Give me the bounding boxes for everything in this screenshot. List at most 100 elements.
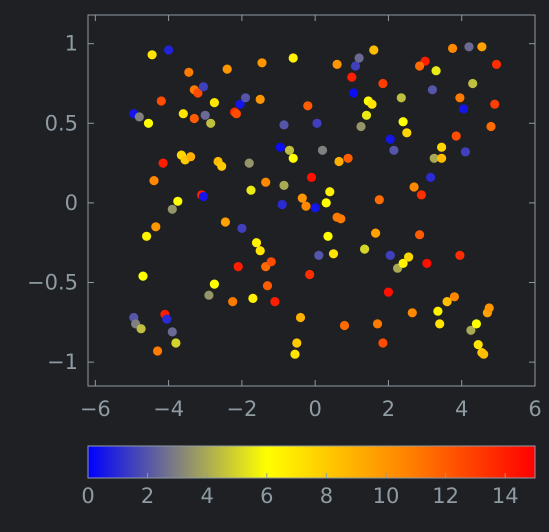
data-point (314, 250, 324, 260)
data-point (328, 249, 339, 259)
data-point (468, 78, 478, 89)
data-point (312, 118, 322, 128)
data-point (431, 66, 441, 76)
data-point (217, 161, 227, 171)
data-point (162, 314, 172, 324)
data-point (389, 145, 399, 155)
data-point (134, 112, 144, 122)
data-point (484, 303, 494, 313)
data-point (306, 172, 317, 182)
data-point (426, 172, 436, 182)
data-point (422, 258, 432, 268)
y-tick-label: −1 (47, 350, 78, 374)
data-point (209, 98, 219, 108)
data-point (284, 145, 295, 155)
data-point (448, 43, 458, 54)
data-point (279, 180, 289, 190)
data-point (231, 109, 241, 119)
colorbar-tick-label: 10 (373, 484, 400, 508)
data-point (200, 110, 210, 120)
data-point (303, 101, 313, 111)
data-point (437, 142, 447, 152)
data-point (164, 45, 174, 55)
data-point (398, 258, 408, 268)
data-point (409, 182, 419, 192)
data-point (279, 120, 289, 130)
data-point (490, 99, 500, 109)
x-tick-label: 6 (528, 397, 541, 421)
data-point (248, 293, 258, 303)
data-point (233, 262, 243, 272)
data-point (451, 131, 461, 141)
data-point (455, 250, 465, 260)
data-point (209, 279, 219, 289)
colorbar-gradient (87, 445, 536, 479)
data-point (266, 257, 276, 267)
data-point (237, 223, 247, 233)
data-point (206, 118, 216, 128)
data-point (385, 134, 395, 144)
data-point (349, 88, 359, 98)
data-points (129, 42, 502, 359)
data-point (147, 50, 157, 60)
x-tick-label: −6 (80, 397, 111, 421)
x-axis: −6 −4 −2 0 2 4 6 (80, 15, 542, 421)
data-point (398, 117, 408, 127)
data-point (277, 199, 287, 210)
data-point (437, 153, 447, 163)
data-point (143, 118, 154, 128)
data-point (255, 246, 265, 256)
colorbar-tick-label: 14 (492, 484, 519, 508)
data-point (491, 59, 502, 69)
data-point (479, 349, 489, 359)
data-point (261, 177, 271, 187)
data-point (149, 176, 159, 186)
colorbar-tick-label: 4 (201, 484, 214, 508)
data-point (151, 222, 161, 232)
data-point (262, 281, 273, 291)
y-tick-label: 0 (65, 191, 78, 215)
data-point (367, 99, 377, 109)
data-point (396, 93, 406, 103)
data-point (466, 325, 476, 335)
data-point (246, 185, 256, 195)
colorbar-tick-label: 6 (260, 484, 273, 508)
data-point (429, 153, 439, 163)
x-tick-label: 0 (308, 397, 321, 421)
y-axis: 1 0.5 0 −0.5 −1 (27, 32, 535, 374)
data-point (325, 187, 335, 197)
data-point (240, 93, 251, 103)
data-point (251, 238, 262, 248)
data-point (460, 147, 470, 157)
data-point (356, 121, 366, 132)
data-point (486, 121, 496, 132)
data-point (435, 319, 445, 329)
data-point (142, 231, 152, 241)
data-point (138, 271, 148, 281)
data-point (378, 78, 388, 89)
data-point (404, 252, 414, 262)
data-point (321, 198, 331, 208)
data-point (295, 312, 306, 323)
data-point (383, 287, 393, 297)
data-point (336, 214, 346, 224)
data-point (371, 228, 381, 238)
data-point (473, 340, 483, 350)
data-point (270, 297, 280, 307)
data-point (220, 217, 230, 227)
colorbar-tick-label: 2 (141, 484, 154, 508)
data-point (244, 158, 254, 168)
data-point (173, 196, 183, 206)
data-point (477, 42, 487, 52)
data-point (189, 113, 199, 124)
data-point (171, 338, 181, 348)
data-point (449, 292, 459, 302)
data-point (235, 99, 245, 109)
data-point (416, 190, 426, 200)
data-point (186, 152, 196, 162)
data-point (153, 346, 163, 356)
data-point (360, 244, 370, 254)
colorbar-tick-label: 12 (432, 484, 459, 508)
data-point (407, 308, 417, 318)
data-point (427, 85, 437, 95)
